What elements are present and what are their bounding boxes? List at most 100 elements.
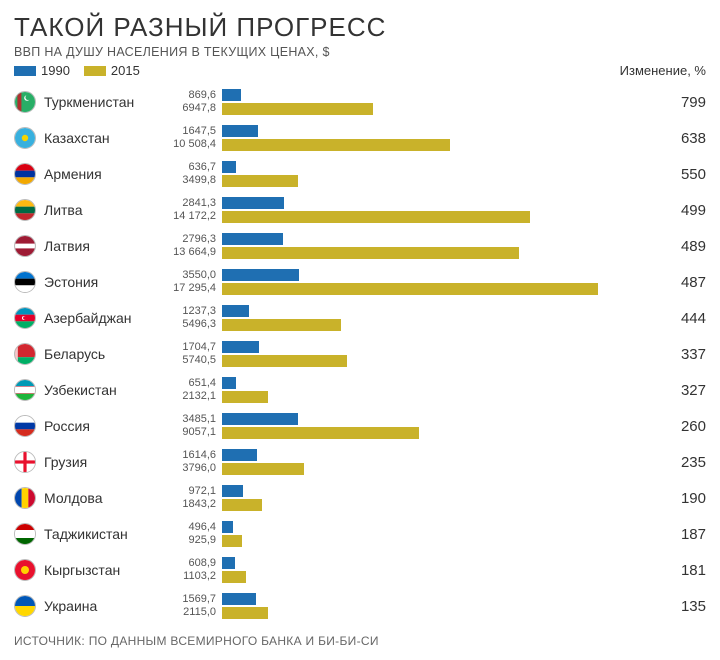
country-name: Эстония [44,274,154,290]
value-labels: 972,11843,2 [154,485,222,511]
data-row: Туркменистан869,66947,8 799 [14,84,706,120]
change-value: 799 [636,94,706,111]
value-labels: 636,73499,8 [154,161,222,187]
country-name: Армения [44,166,154,182]
value-2015: 3499,8 [154,174,216,187]
change-value: 489 [636,238,706,255]
bar-1990 [222,305,249,317]
change-value: 190 [636,490,706,507]
data-row: Молдова972,11843,2190 [14,480,706,516]
change-header: Изменение, % [596,63,706,78]
bar-area [222,484,636,512]
value-2015: 13 664,9 [154,246,216,259]
value-2015: 2132,1 [154,390,216,403]
value-1990: 496,4 [154,521,216,534]
change-value: 235 [636,454,706,471]
change-value: 638 [636,130,706,147]
bar-2015 [222,103,373,115]
bar-1990 [222,521,233,533]
value-2015: 3796,0 [154,462,216,475]
change-value: 487 [636,274,706,291]
value-2015: 1843,2 [154,498,216,511]
bar-2015 [222,319,341,331]
flag-icon [14,379,36,401]
data-row: Азербайджан1237,35496,3444 [14,300,706,336]
value-2015: 1103,2 [154,570,216,583]
country-name: Азербайджан [44,310,154,326]
value-2015: 5740,5 [154,354,216,367]
country-name: Литва [44,202,154,218]
legend-item-2015: 2015 [84,63,140,78]
bar-1990 [222,449,257,461]
value-2015: 2115,0 [154,606,216,619]
value-labels: 2796,313 664,9 [154,233,222,259]
flag-icon [14,307,36,329]
data-row: Эстония3550,017 295,4487 [14,264,706,300]
value-labels: 1704,75740,5 [154,341,222,367]
bar-area [222,304,636,332]
country-name: Туркменистан [44,94,154,110]
value-1990: 1704,7 [154,341,216,354]
bar-2015 [222,571,246,583]
value-1990: 651,4 [154,377,216,390]
legend-label-2015: 2015 [111,63,140,78]
bar-2015 [222,607,268,619]
change-value: 337 [636,346,706,363]
country-name: Узбекистан [44,382,154,398]
bar-1990 [222,413,298,425]
bar-2015 [222,355,347,367]
change-value: 260 [636,418,706,435]
legend-swatch-2015 [84,66,106,76]
country-name: Беларусь [44,346,154,362]
country-name: Казахстан [44,130,154,146]
value-2015: 6947,8 [154,102,216,115]
country-name: Россия [44,418,154,434]
bar-area [222,556,636,584]
flag-icon [14,415,36,437]
bar-1990 [222,161,236,173]
flag-icon [14,343,36,365]
bar-2015 [222,535,242,547]
bar-area [222,592,636,620]
value-2015: 9057,1 [154,426,216,439]
chart-subtitle: ВВП НА ДУШУ НАСЕЛЕНИЯ В ТЕКУЩИХ ЦЕНАХ, $ [14,45,706,59]
value-1990: 1237,3 [154,305,216,318]
value-labels: 496,4925,9 [154,521,222,547]
flag-icon [14,163,36,185]
bar-1990 [222,89,241,101]
data-row: Казахстан1647,510 508,4 638 [14,120,706,156]
value-1990: 3550,0 [154,269,216,282]
change-value: 550 [636,166,706,183]
header-row: 1990 2015 Изменение, % [14,63,706,78]
flag-icon [14,271,36,293]
bar-area [222,196,636,224]
value-1990: 1569,7 [154,593,216,606]
bar-2015 [222,283,598,295]
value-2015: 14 172,2 [154,210,216,223]
bar-2015 [222,391,268,403]
value-labels: 1614,63796,0 [154,449,222,475]
flag-icon [14,235,36,257]
change-value: 187 [636,526,706,543]
value-labels: 608,91103,2 [154,557,222,583]
rows-container: Туркменистан869,66947,8 799 Казахстан1647,… [14,84,706,624]
country-name: Грузия [44,454,154,470]
bar-2015 [222,499,262,511]
data-row: Узбекистан651,42132,1327 [14,372,706,408]
flag-icon [14,487,36,509]
value-1990: 972,1 [154,485,216,498]
legend-item-1990: 1990 [14,63,70,78]
bar-area [222,520,636,548]
chart-title: ТАКОЙ РАЗНЫЙ ПРОГРЕСС [14,12,706,43]
change-value: 444 [636,310,706,327]
bar-area [222,376,636,404]
bar-1990 [222,197,284,209]
value-labels: 869,66947,8 [154,89,222,115]
flag-icon [14,91,36,113]
source-line: ИСТОЧНИК: ПО ДАННЫМ ВСЕМИРНОГО БАНКА И Б… [14,634,706,648]
bar-1990 [222,557,235,569]
change-value: 499 [636,202,706,219]
value-labels: 1647,510 508,4 [154,125,222,151]
legend-swatch-1990 [14,66,36,76]
bar-2015 [222,247,519,259]
